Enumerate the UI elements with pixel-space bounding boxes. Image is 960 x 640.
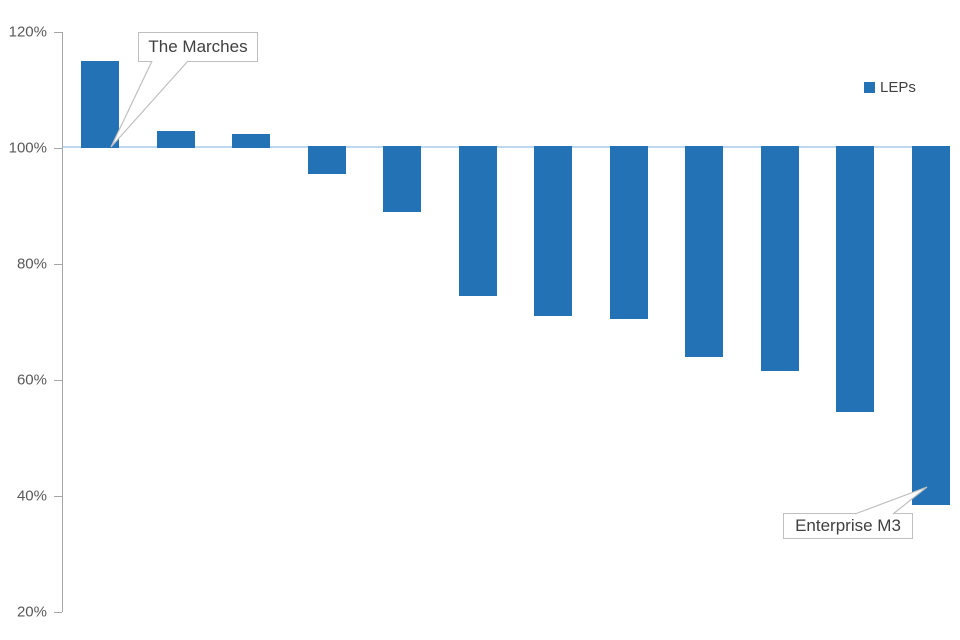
bar-2 [156,130,195,148]
y-tick-mark [54,612,62,613]
y-tick-mark [54,264,62,265]
y-tick-label-60: 60% [16,371,47,389]
y-tick-label-80: 80% [16,255,47,273]
annotation-the-marches: The Marches [138,32,258,62]
bar-7 [534,146,572,317]
bar-5 [383,146,421,212]
legend: LEPs [864,80,916,95]
y-tick-mark [54,32,62,33]
bar-1 [81,61,119,148]
legend-label: LEPs [880,79,916,96]
bar-12 [911,146,950,505]
bar-10 [760,146,799,372]
annotation-enterprise-m3: Enterprise M3 [783,513,913,539]
bar-8 [609,146,648,320]
y-tick-label-40: 40% [16,487,47,505]
bar-9 [685,146,723,357]
legend-marker-icon [864,82,875,93]
y-tick-mark [54,496,62,497]
y-tick-label-120: 120% [8,23,47,41]
y-tick-mark [54,380,62,381]
y-tick-mark [54,148,62,149]
baseline-100-percent [63,146,950,148]
y-tick-label-20: 20% [16,603,47,621]
bar-3 [232,133,270,148]
bar-11 [836,146,874,412]
y-axis-line [62,32,63,612]
y-tick-label-100: 100% [8,139,47,157]
bar-4 [307,146,346,175]
bar-6 [458,146,497,296]
